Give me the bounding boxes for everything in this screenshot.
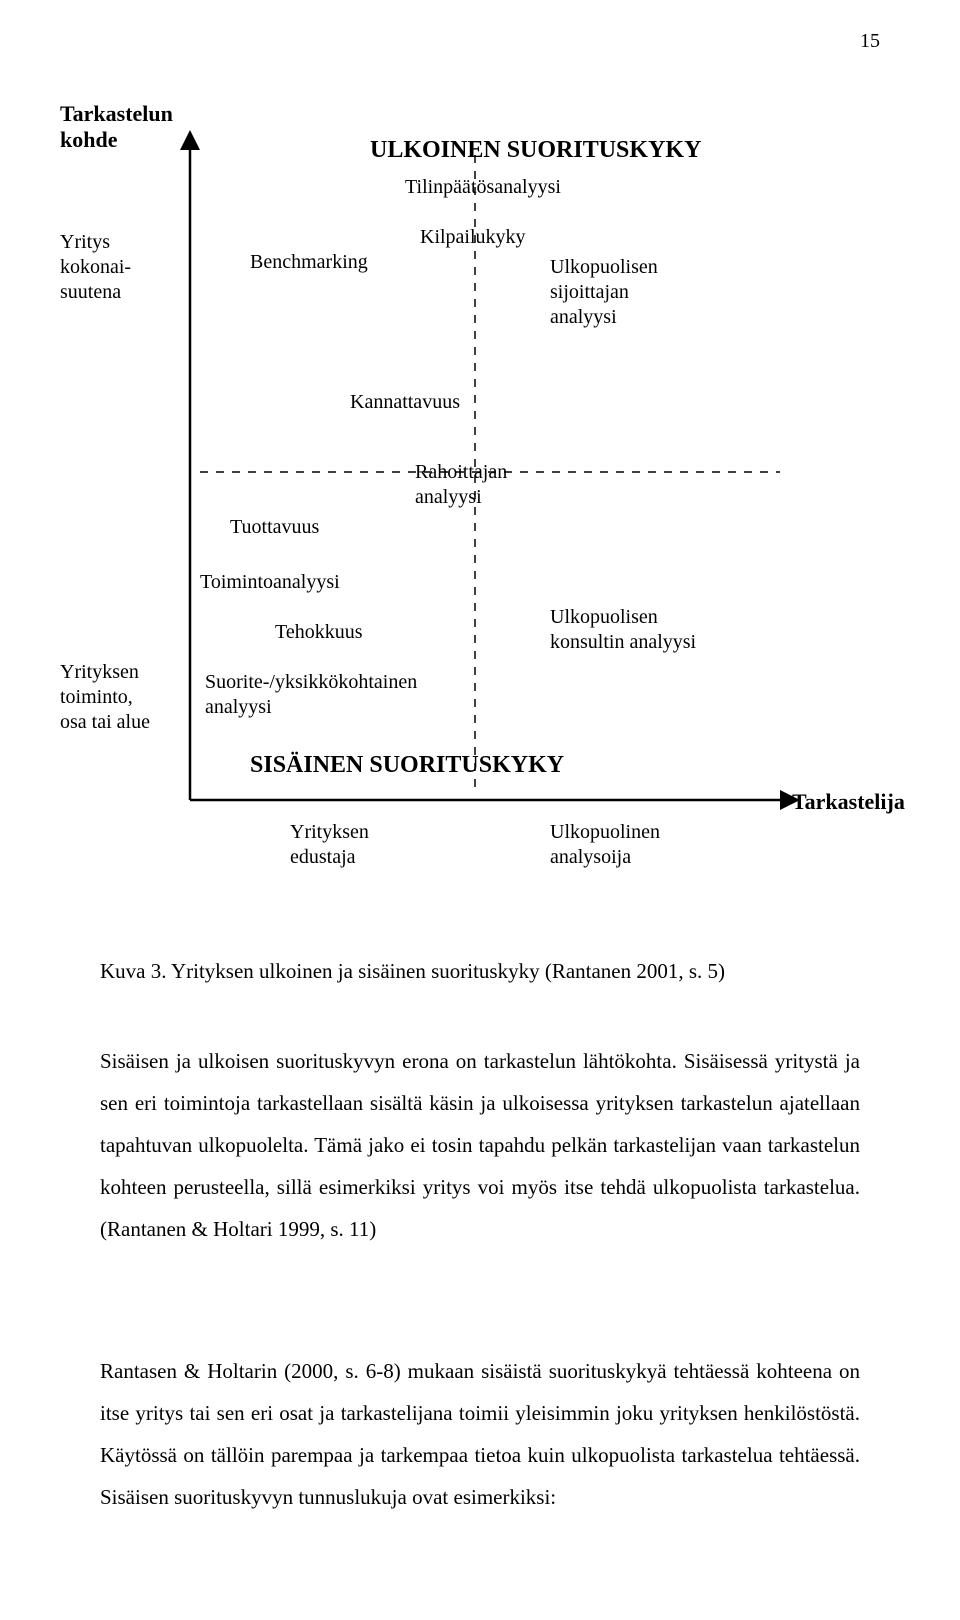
item-ulkop-kons-l2: konsultin analyysi (550, 630, 696, 655)
axis-x-title: Tarkastelija (792, 788, 905, 816)
x-cat-right-l1: Ulkopuolinen (550, 820, 660, 845)
item-rahoittajan-l1: Rahoittajan (415, 460, 507, 485)
y-cat-bot-l3: osa tai alue (60, 710, 150, 735)
title-top: ULKOINEN SUORITUSKYKY (370, 135, 701, 165)
y-cat-top-l2: kokonai- (60, 255, 131, 280)
x-cat-left-l2: edustaja (290, 845, 356, 870)
item-tehokkuus: Tehokkuus (275, 620, 362, 645)
paragraph-1: Sisäisen ja ulkoisen suorituskyvyn erona… (100, 1040, 860, 1250)
item-tuottavuus: Tuottavuus (230, 515, 319, 540)
figure-caption: Kuva 3. Yrityksen ulkoinen ja sisäinen s… (100, 950, 860, 992)
item-ulkop-sij-l1: Ulkopuolisen (550, 255, 658, 280)
item-suorite-l1: Suorite-/yksikkökohtainen (205, 670, 417, 695)
item-tilinpaatos: Tilinpäätösanalyysi (405, 175, 561, 200)
diagram-axes (60, 100, 900, 920)
page-number: 15 (860, 30, 880, 53)
item-kilpailukyky: Kilpailukyky (420, 225, 526, 250)
item-toimintoanalyysi: Toimintoanalyysi (200, 570, 340, 595)
x-cat-left-l1: Yrityksen (290, 820, 369, 845)
y-cat-top-l1: Yritys (60, 230, 110, 255)
item-kannattavuus: Kannattavuus (350, 390, 460, 415)
axis-y-title-l1: Tarkastelun (60, 100, 173, 128)
x-cat-right-l2: analysoija (550, 845, 631, 870)
paragraph-2: Rantasen & Holtarin (2000, s. 6-8) mukaa… (100, 1350, 860, 1518)
y-cat-top-l3: suutena (60, 280, 121, 305)
y-cat-bot-l2: toiminto, (60, 685, 133, 710)
item-ulkop-sij-l2: sijoittajan (550, 280, 629, 305)
page: 15 Tarkastelun kohde Tarkastelija Yritys… (0, 0, 960, 1620)
axis-y-title-l2: kohde (60, 126, 117, 154)
item-rahoittajan-l2: analyysi (415, 485, 482, 510)
item-ulkop-sij-l3: analyysi (550, 305, 617, 330)
diagram-container: Tarkastelun kohde Tarkastelija Yritys ko… (60, 100, 900, 920)
item-benchmarking: Benchmarking (250, 250, 368, 275)
item-ulkop-kons-l1: Ulkopuolisen (550, 605, 658, 630)
title-bottom: SISÄINEN SUORITUSKYKY (250, 750, 564, 780)
item-suorite-l2: analyysi (205, 695, 272, 720)
y-cat-bot-l1: Yrityksen (60, 660, 139, 685)
